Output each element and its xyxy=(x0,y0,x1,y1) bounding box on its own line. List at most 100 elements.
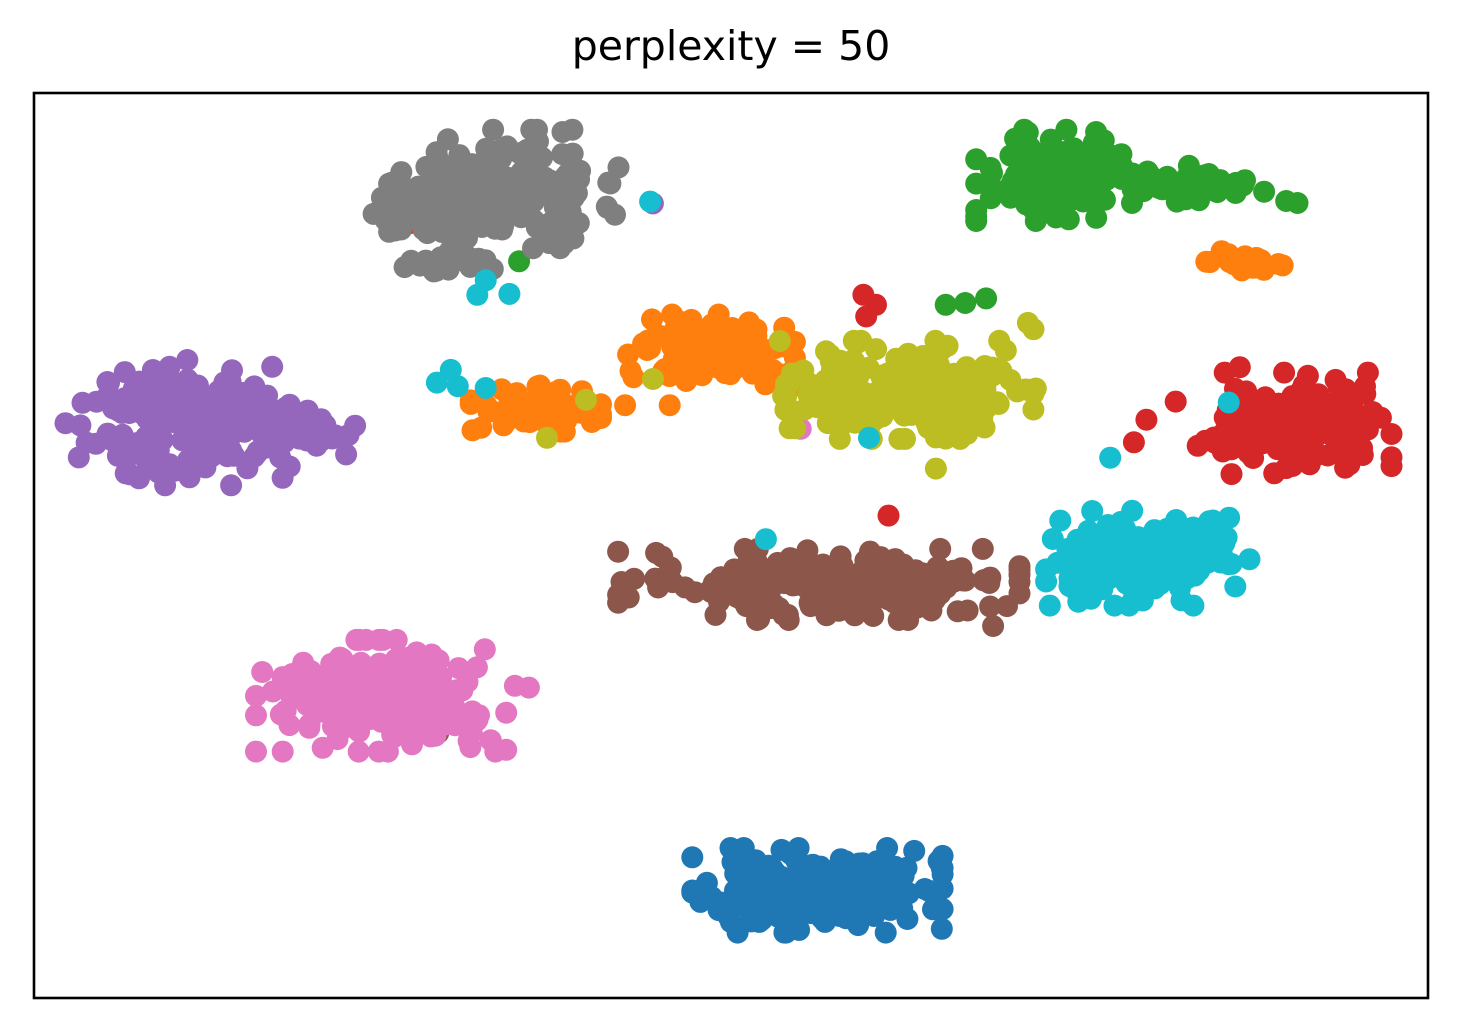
data-point-1055 xyxy=(199,410,222,433)
data-point-337 xyxy=(691,364,714,387)
data-point-2163 xyxy=(1224,575,1247,598)
data-point-1293 xyxy=(859,593,882,616)
data-point-1287 xyxy=(904,559,927,582)
data-point-1502 xyxy=(245,740,267,763)
data-point-1779 xyxy=(416,222,439,245)
data-point-1042 xyxy=(130,402,153,425)
data-point-1286 xyxy=(607,540,630,563)
data-point-1035 xyxy=(128,467,150,490)
data-point-225 xyxy=(754,894,777,917)
data-point-1999 xyxy=(908,364,931,387)
data-point-1288 xyxy=(661,571,684,594)
data-point-229 xyxy=(711,893,733,916)
data-point-870 xyxy=(1228,356,1251,379)
data-point-2008 xyxy=(846,331,869,354)
data-point-1538 xyxy=(292,651,315,674)
data-point-162 xyxy=(865,899,888,922)
data-point-597 xyxy=(1057,140,1080,162)
data-point-1562 xyxy=(292,679,315,702)
data-point-2040 xyxy=(859,391,882,414)
data-point-2230 xyxy=(425,371,448,394)
data-point-182 xyxy=(842,885,865,908)
data-point-1331 xyxy=(942,559,965,582)
data-point-1047 xyxy=(147,439,170,462)
data-point-1092 xyxy=(335,443,358,466)
data-point-2238 xyxy=(1099,446,1122,469)
data-point-1289 xyxy=(812,553,834,576)
data-point-810 xyxy=(1351,444,1374,466)
data-point-830 xyxy=(1292,416,1315,439)
data-point-1292 xyxy=(929,537,952,560)
data-point-217 xyxy=(777,895,800,918)
data-point-1058 xyxy=(169,401,192,424)
data-point-1327 xyxy=(831,582,854,605)
data-point-987 xyxy=(178,466,201,489)
data-point-451 xyxy=(1195,250,1218,273)
data-point-1526 xyxy=(310,700,333,723)
data-point-2026 xyxy=(781,362,803,385)
data-point-1693 xyxy=(482,118,505,141)
data-point-659 xyxy=(934,293,957,316)
data-point-2051 xyxy=(1022,318,1045,341)
data-point-145 xyxy=(874,921,897,944)
data-point-2236 xyxy=(639,190,662,213)
data-point-2223 xyxy=(1074,525,1097,548)
data-point-1219 xyxy=(887,609,910,631)
data-point-1014 xyxy=(54,412,77,435)
data-point-224 xyxy=(812,876,835,899)
data-point-429 xyxy=(492,414,515,437)
data-point-2232 xyxy=(474,377,497,399)
data-point-1668 xyxy=(561,118,584,141)
data-point-787 xyxy=(1354,375,1376,398)
data-point-103 xyxy=(930,917,953,940)
data-point-133 xyxy=(931,844,954,867)
data-point-1099 xyxy=(247,404,270,427)
data-point-1477 xyxy=(385,628,408,651)
data-point-1947 xyxy=(986,391,1009,414)
data-point-1729 xyxy=(489,195,512,218)
data-point-1045 xyxy=(176,368,199,391)
data-point-1778 xyxy=(458,204,481,227)
data-point-1775 xyxy=(388,203,411,226)
data-point-1033 xyxy=(106,431,129,454)
data-point-181 xyxy=(770,838,793,861)
data-point-858 xyxy=(1220,436,1243,459)
data-point-401 xyxy=(459,392,482,415)
data-point-2065 xyxy=(1038,594,1061,617)
data-point-2235 xyxy=(498,282,521,305)
data-point-2057 xyxy=(774,398,797,421)
data-point-1401 xyxy=(251,661,274,683)
data-point-985 xyxy=(220,474,243,497)
data-point-2188 xyxy=(1179,530,1202,553)
data-point-220 xyxy=(720,911,742,934)
data-point-228 xyxy=(733,875,756,898)
data-point-652 xyxy=(1110,167,1133,190)
data-point-1315 xyxy=(744,555,767,578)
plot-frame xyxy=(32,91,1430,1000)
data-point-1333 xyxy=(699,580,722,603)
data-point-1553 xyxy=(336,713,359,736)
data-point-2045 xyxy=(804,380,827,403)
data-point-1281 xyxy=(764,569,787,592)
data-point-1091 xyxy=(288,427,311,450)
data-point-179 xyxy=(918,880,941,903)
data-point-1317 xyxy=(827,599,850,622)
data-point-1096 xyxy=(310,429,333,452)
data-point-2234 xyxy=(466,283,489,306)
data-point-868 xyxy=(877,504,900,527)
data-point-1557 xyxy=(459,736,482,759)
data-point-600 xyxy=(1016,165,1039,188)
chart-title: perplexity = 50 xyxy=(571,22,891,70)
data-point-660 xyxy=(954,292,977,314)
data-point-1734 xyxy=(459,186,482,209)
data-point-357 xyxy=(721,317,744,339)
data-point-1704 xyxy=(515,163,538,186)
data-point-2160 xyxy=(1081,500,1104,522)
data-point-1083 xyxy=(246,440,269,463)
data-point-792 xyxy=(1296,364,1319,387)
data-point-968 xyxy=(71,391,94,414)
data-point-1053 xyxy=(223,444,246,467)
data-point-814 xyxy=(1298,453,1321,476)
data-point-457 xyxy=(622,366,645,389)
data-point-2220 xyxy=(1064,578,1087,601)
